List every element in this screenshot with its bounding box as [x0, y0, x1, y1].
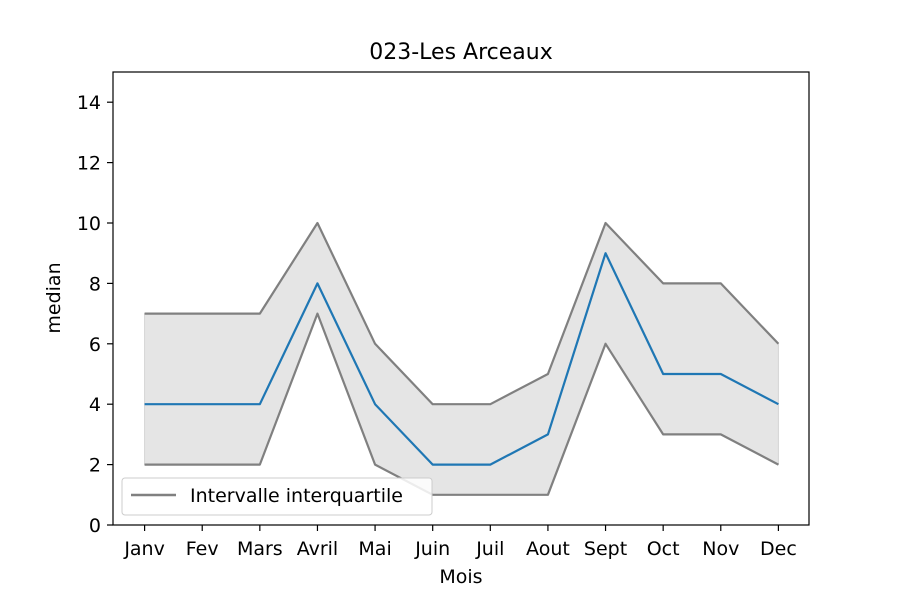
median-line	[144, 252, 779, 466]
x-tick-label: Juin	[414, 538, 450, 560]
x-tick-label: Aout	[526, 538, 570, 560]
x-axis: Janv Fev Mars Avril Mai Juin Juil Aout Sept Oct No…	[123, 525, 797, 560]
plot-area	[144, 221, 780, 496]
y-tick-label: 6	[89, 334, 101, 356]
legend-box	[121, 477, 433, 516]
y-axis-label: median	[43, 262, 65, 333]
y-tick-label: 14	[77, 92, 101, 114]
y-tick-label: 8	[89, 273, 101, 295]
y-tick-label: 2	[89, 455, 101, 477]
legend-label-interquartile: Intervalle interquartile	[190, 485, 403, 507]
x-tick-label: Avril	[297, 538, 339, 560]
x-tick-label: Nov	[702, 538, 739, 560]
y-tick-label: 0	[89, 515, 101, 537]
x-tick-label: Oct	[647, 538, 680, 560]
chart-title: 023-Les Arceaux	[369, 40, 552, 65]
x-tick-label: Fev	[186, 538, 219, 560]
x-tick-label: Dec	[760, 538, 797, 560]
upper-quartile-line	[144, 221, 780, 406]
x-axis-label: Mois	[439, 566, 482, 588]
legend: Intervalle interquartile	[121, 477, 433, 516]
y-axis: 0 2 4 6 8 10 12 14	[77, 92, 113, 537]
x-tick-label: Juil	[475, 538, 504, 560]
lower-quartile-line	[144, 312, 779, 496]
interquartile-band	[144, 221, 779, 496]
y-tick-label: 12	[77, 153, 101, 175]
plot-frame	[112, 71, 810, 526]
y-tick-label: 10	[77, 213, 101, 235]
y-tick-label: 4	[89, 394, 101, 416]
x-tick-label: Janv	[123, 538, 165, 560]
x-tick-label: Mai	[358, 538, 391, 560]
x-tick-label: Sept	[584, 538, 627, 560]
x-tick-label: Mars	[237, 538, 283, 560]
